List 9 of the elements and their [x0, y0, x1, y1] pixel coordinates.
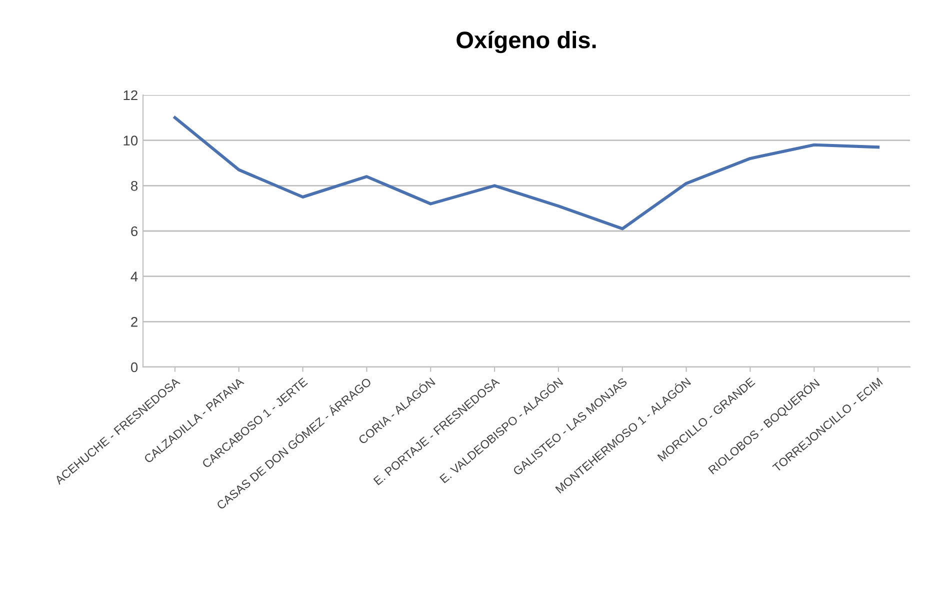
y-tick-label: 0: [130, 362, 138, 372]
y-tick-label: 2: [131, 317, 138, 327]
y-tick-label: 8: [131, 181, 138, 191]
line-series: [173, 116, 880, 230]
y-tick-label: 10: [124, 136, 138, 146]
y-tick-label: 6: [131, 226, 138, 236]
chart-title: Oxígeno dis.: [456, 30, 596, 54]
y-tick-label: 4: [130, 272, 138, 282]
y-tick-label: 12: [124, 90, 138, 100]
